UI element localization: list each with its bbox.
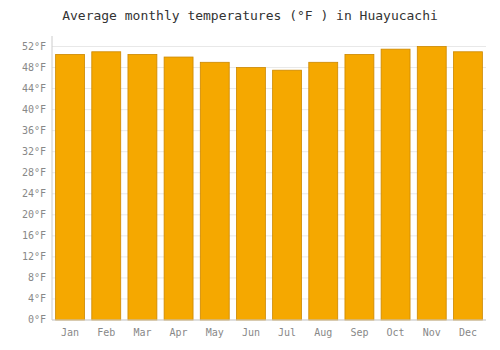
y-tick-label: 28°F xyxy=(22,167,46,178)
y-axis-line xyxy=(52,36,53,320)
x-tick-label: Jan xyxy=(61,327,79,338)
x-tick-label: Jun xyxy=(242,327,260,338)
chart: 0°F 4°F 8°F 12°F 16°F 20°F 24°F 28°F 32°F 36°F 40°… xyxy=(0,0,500,350)
y-tick-label: 16°F xyxy=(22,230,46,241)
x-tick-label: Aug xyxy=(314,327,332,338)
bar xyxy=(56,54,85,320)
y-tick-label: 0°F xyxy=(28,314,46,325)
bar xyxy=(417,47,446,320)
bar xyxy=(200,62,229,320)
x-tick-label: Feb xyxy=(97,327,115,338)
x-tick-label: May xyxy=(206,327,224,338)
y-tick-label: 44°F xyxy=(22,83,46,94)
y-tick-label: 40°F xyxy=(22,104,46,115)
x-axis-line xyxy=(52,320,486,321)
y-tick-label: 48°F xyxy=(22,62,46,73)
x-tick-label: Dec xyxy=(459,327,477,338)
x-tick-label: Sep xyxy=(350,327,368,338)
x-tick-label: Apr xyxy=(170,327,188,338)
x-tick-label: Jul xyxy=(278,327,296,338)
x-tick-label: Mar xyxy=(133,327,151,338)
y-tick-label: 36°F xyxy=(22,125,46,136)
bar xyxy=(453,52,482,320)
bar xyxy=(381,49,410,320)
x-tick-label: Oct xyxy=(387,327,405,338)
bar xyxy=(236,68,265,320)
grid-line xyxy=(52,320,486,321)
bar xyxy=(309,62,338,320)
y-tick-label: 32°F xyxy=(22,146,46,157)
title: Average monthly temperatures (°F ) in Hu… xyxy=(62,8,438,23)
bar xyxy=(345,54,374,320)
bar xyxy=(164,57,193,320)
y-tick-label: 20°F xyxy=(22,209,46,220)
bar xyxy=(92,52,121,320)
y-tick-label: 4°F xyxy=(28,293,46,304)
y-tick-label: 52°F xyxy=(22,41,46,52)
x-tick-label: Nov xyxy=(423,327,441,338)
y-tick-label: 8°F xyxy=(28,272,46,283)
bar xyxy=(273,70,302,320)
bar xyxy=(128,54,157,320)
y-tick-label: 24°F xyxy=(22,188,46,199)
y-tick-label: 12°F xyxy=(22,251,46,262)
